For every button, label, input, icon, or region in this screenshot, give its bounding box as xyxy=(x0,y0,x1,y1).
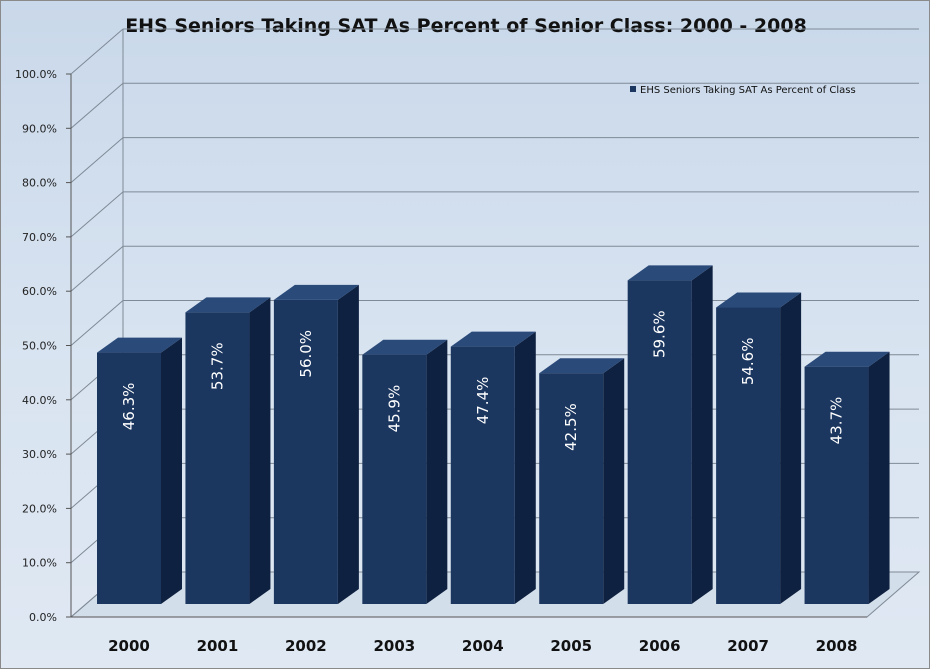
bar-side xyxy=(249,297,271,604)
bar-top xyxy=(804,351,890,367)
bar-top xyxy=(362,339,448,355)
chart-title: EHS Seniors Taking SAT As Percent of Sen… xyxy=(125,15,807,37)
gridline-diagonal xyxy=(70,137,124,183)
y-tick-label: 40.0% xyxy=(22,394,57,407)
bar-top xyxy=(185,297,271,313)
bar xyxy=(97,352,161,604)
bar xyxy=(716,307,781,604)
gridline-diagonal xyxy=(70,28,124,75)
bar xyxy=(804,366,869,604)
bar-group: 56.0% xyxy=(273,284,359,604)
data-label: 53.7% xyxy=(208,342,226,390)
x-tick-label: 2000 xyxy=(108,637,150,655)
y-tick-label: 50.0% xyxy=(22,340,57,353)
bar-top xyxy=(273,284,359,300)
bar xyxy=(450,346,515,604)
bar-side xyxy=(161,337,182,604)
bar-side xyxy=(426,339,448,604)
bar xyxy=(273,299,338,604)
x-tick-label: 2003 xyxy=(373,637,415,655)
y-tick-label: 0.0% xyxy=(29,611,57,624)
bar-group: 54.6% xyxy=(716,292,802,604)
bar-side xyxy=(603,358,625,604)
bar-side xyxy=(337,284,359,604)
y-tick-label: 60.0% xyxy=(22,285,57,298)
y-tick-label: 90.0% xyxy=(22,122,57,135)
data-label: 59.6% xyxy=(651,310,669,358)
bar-top xyxy=(627,265,713,281)
bar-side xyxy=(691,265,713,604)
bar xyxy=(185,312,250,604)
bar xyxy=(539,373,604,604)
x-tick-label: 2002 xyxy=(285,637,327,655)
data-label: 45.9% xyxy=(385,385,403,433)
y-tick-label: 100.0% xyxy=(15,68,57,81)
data-label: 46.3% xyxy=(120,383,138,431)
x-tick-label: 2006 xyxy=(639,637,681,655)
bar-group: 59.6% xyxy=(627,265,713,604)
gridline-diagonal xyxy=(70,300,124,346)
x-tick-label: 2007 xyxy=(727,637,769,655)
bar-group: 43.7% xyxy=(804,351,890,604)
data-label: 42.5% xyxy=(562,403,580,451)
y-tick-label: 30.0% xyxy=(22,448,57,461)
data-label: 56.0% xyxy=(297,330,315,378)
x-tick-label: 2005 xyxy=(550,637,592,655)
bar-side xyxy=(780,292,802,604)
bar-top xyxy=(539,358,625,374)
bar-top xyxy=(97,337,182,353)
bar xyxy=(362,354,427,604)
x-tick-label: 2008 xyxy=(816,637,858,655)
axes: 0.0% 10.0% 20.0% 30.0% 40.0% 50.0% 60.0% 70.0% 8… xyxy=(15,68,867,655)
data-label: 47.4% xyxy=(474,377,492,425)
bar-group: 45.9% xyxy=(362,339,448,604)
bars: 46.3% 53.7% 56.0% 45.9% 47.4% 42.5% 59.6% 54.6%… xyxy=(97,265,890,604)
y-tick-label: 10.0% xyxy=(22,557,57,570)
y-tick-label: 20.0% xyxy=(22,502,57,515)
gridline-diagonal xyxy=(70,245,124,292)
bar xyxy=(627,280,692,604)
gridline-diagonal xyxy=(70,82,124,129)
legend-label: EHS Seniors Taking SAT As Percent of Cla… xyxy=(640,85,856,96)
gridline-diagonal xyxy=(70,191,124,238)
bar-top xyxy=(716,292,802,308)
y-tick-label: 80.0% xyxy=(22,177,57,190)
bar-top xyxy=(450,331,536,347)
bar-group: 46.3% xyxy=(97,337,182,604)
x-tick-label: 2004 xyxy=(462,637,504,655)
data-label: 54.6% xyxy=(739,338,757,386)
bar-group: 53.7% xyxy=(185,297,271,604)
y-tick-label: 70.0% xyxy=(22,231,57,244)
legend: EHS Seniors Taking SAT As Percent of Cla… xyxy=(630,85,856,96)
bar-group: 47.4% xyxy=(450,331,536,604)
legend-swatch xyxy=(630,86,636,92)
bar-side xyxy=(868,351,890,604)
data-label: 43.7% xyxy=(828,397,846,445)
x-tick-label: 2001 xyxy=(197,637,239,655)
bar-side xyxy=(514,331,536,604)
bar-group: 42.5% xyxy=(539,358,625,604)
